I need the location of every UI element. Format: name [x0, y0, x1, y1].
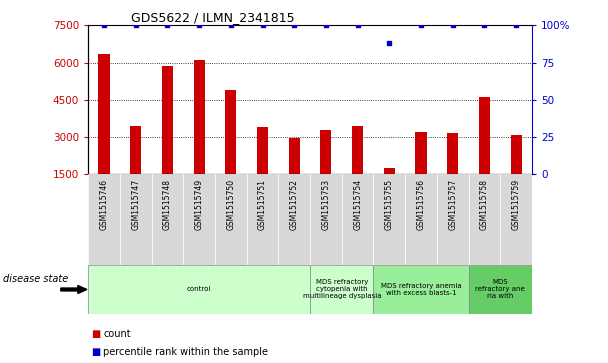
Bar [352, 126, 363, 174]
Text: GSM1515749: GSM1515749 [195, 179, 204, 230]
Point [289, 23, 299, 28]
Text: ■: ■ [91, 329, 100, 339]
FancyBboxPatch shape [500, 174, 532, 265]
Point [511, 23, 521, 28]
Text: MDS refractory
cytopenia with
multilineage dysplasia: MDS refractory cytopenia with multilinea… [303, 280, 381, 299]
FancyBboxPatch shape [310, 174, 342, 265]
Text: GSM1515755: GSM1515755 [385, 179, 394, 230]
Text: MDS
refractory ane
ria with: MDS refractory ane ria with [475, 280, 525, 299]
FancyBboxPatch shape [120, 174, 151, 265]
FancyBboxPatch shape [342, 174, 373, 265]
Text: GSM1515758: GSM1515758 [480, 179, 489, 230]
Bar [447, 133, 458, 174]
Bar [479, 97, 490, 174]
Bar [415, 132, 427, 174]
Bar [257, 127, 268, 174]
FancyBboxPatch shape [469, 265, 532, 314]
Bar [289, 138, 300, 174]
FancyBboxPatch shape [278, 174, 310, 265]
Text: GDS5622 / ILMN_2341815: GDS5622 / ILMN_2341815 [131, 11, 295, 24]
Text: GSM1515756: GSM1515756 [416, 179, 426, 230]
Point [416, 23, 426, 28]
Bar [162, 66, 173, 174]
Bar [130, 126, 141, 174]
Point [480, 23, 489, 28]
Bar [320, 130, 331, 174]
Bar [511, 135, 522, 174]
Text: GSM1515759: GSM1515759 [512, 179, 520, 230]
Point [448, 23, 458, 28]
FancyBboxPatch shape [88, 265, 310, 314]
FancyBboxPatch shape [247, 174, 278, 265]
Text: percentile rank within the sample: percentile rank within the sample [103, 347, 268, 357]
Text: GSM1515753: GSM1515753 [322, 179, 330, 230]
Point [99, 23, 109, 28]
Text: GSM1515750: GSM1515750 [226, 179, 235, 230]
Text: GSM1515746: GSM1515746 [100, 179, 108, 230]
Bar [98, 54, 109, 174]
Point [226, 23, 236, 28]
FancyBboxPatch shape [373, 174, 405, 265]
FancyBboxPatch shape [310, 265, 373, 314]
Text: GSM1515751: GSM1515751 [258, 179, 267, 230]
Point [384, 40, 394, 46]
FancyBboxPatch shape [88, 174, 120, 265]
FancyBboxPatch shape [469, 174, 500, 265]
Point [258, 23, 268, 28]
FancyBboxPatch shape [215, 174, 247, 265]
FancyBboxPatch shape [373, 265, 469, 314]
Text: control: control [187, 286, 212, 293]
FancyBboxPatch shape [183, 174, 215, 265]
Point [131, 23, 140, 28]
Text: GSM1515747: GSM1515747 [131, 179, 140, 230]
Text: count: count [103, 329, 131, 339]
Bar [193, 60, 205, 174]
Point [321, 23, 331, 28]
FancyBboxPatch shape [437, 174, 469, 265]
FancyBboxPatch shape [405, 174, 437, 265]
Bar [226, 90, 237, 174]
Text: disease state: disease state [3, 274, 68, 284]
Point [353, 23, 362, 28]
Text: GSM1515757: GSM1515757 [448, 179, 457, 230]
Bar [384, 168, 395, 174]
Point [162, 23, 172, 28]
Text: MDS refractory anemia
with excess blasts-1: MDS refractory anemia with excess blasts… [381, 283, 461, 296]
Point [195, 23, 204, 28]
Text: ■: ■ [91, 347, 100, 357]
Text: GSM1515748: GSM1515748 [163, 179, 172, 230]
Text: GSM1515752: GSM1515752 [290, 179, 299, 230]
FancyBboxPatch shape [151, 174, 183, 265]
Text: GSM1515754: GSM1515754 [353, 179, 362, 230]
